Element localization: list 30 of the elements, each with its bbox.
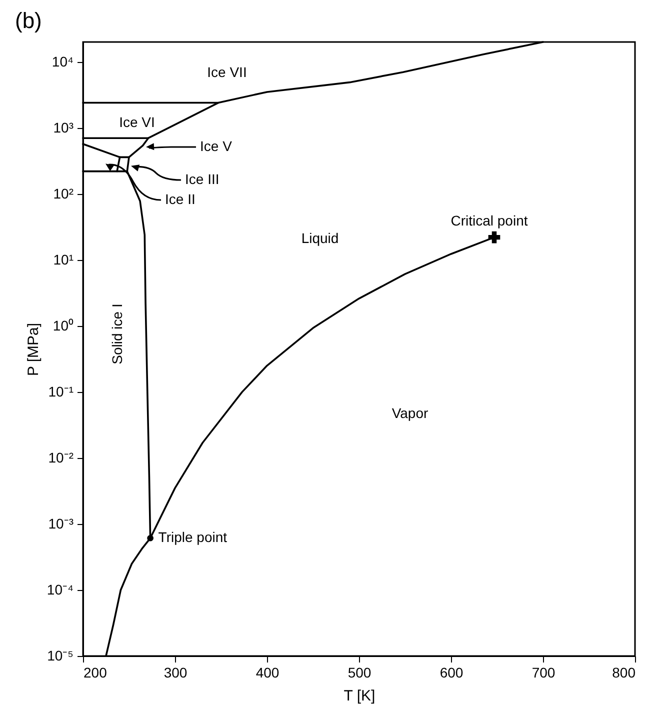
x-tick-label: 600 (440, 664, 464, 680)
annotation: Ice VI (119, 114, 155, 130)
y-axis-title: P [MPa] (24, 322, 42, 376)
y-tick-label: 10⁻² (48, 449, 74, 466)
annotation: Vapor (392, 405, 428, 421)
annotation: Liquid (301, 230, 339, 246)
x-tick-label: 500 (348, 664, 372, 680)
y-tick-label: 10¹ (53, 251, 74, 268)
annotation: Ice V (200, 138, 233, 154)
y-tick-label: 10² (53, 185, 74, 202)
annotation: Triple point (158, 529, 228, 546)
y-tick-label: 10⁻⁵ (47, 648, 74, 664)
annotation: Ice II (165, 191, 196, 207)
x-tick-label: 700 (532, 664, 556, 680)
y-tick-label: 10³ (53, 119, 74, 136)
annotation: Ice VII (207, 64, 247, 80)
annotation: Solid ice I (109, 304, 125, 364)
x-axis-title: T [K] (344, 688, 376, 704)
annotation: Critical point (450, 212, 528, 228)
chart-title: (b) (15, 8, 42, 34)
y-tick-label: 10⁻³ (48, 515, 74, 532)
y-tick-label: 10⁰ (52, 317, 74, 334)
x-tick-label: 300 (164, 664, 188, 680)
x-tick-label: 800 (612, 664, 636, 680)
y-tick-label: 10⁻⁴ (46, 581, 74, 598)
y-tick-label: 10⁴ (52, 53, 74, 70)
x-tick-label: 200 (84, 664, 108, 680)
annotation: Ice III (185, 171, 220, 187)
x-tick-label: 400 (256, 664, 280, 680)
y-tick-label: 10⁻¹ (48, 383, 74, 400)
